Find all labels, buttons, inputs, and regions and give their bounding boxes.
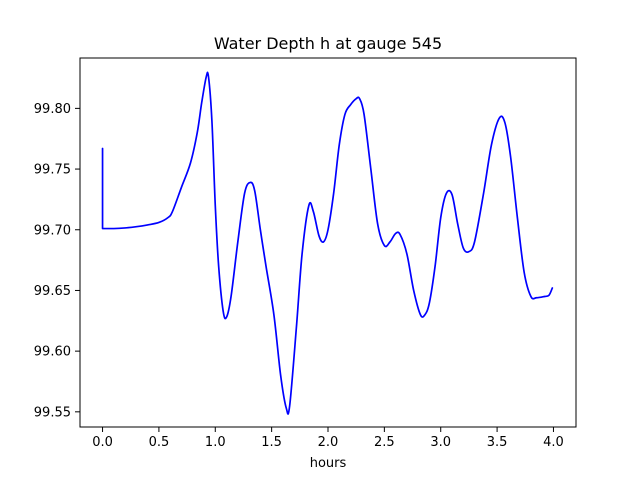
series-line [101,71,554,415]
x-tick-label: 1.0 [205,435,226,450]
x-axis-label: hours [310,456,347,471]
x-tick-label: 1.5 [261,435,282,450]
y-tick-label: 99.65 [34,284,71,299]
x-tick-label: 0.0 [92,435,113,450]
y-tick-label: 99.60 [34,345,71,360]
chart-title: Water Depth h at gauge 545 [214,34,442,53]
x-axis: 0.0 0.5 1.0 1.5 2.0 2.5 3.0 3.5 4.0 [92,427,564,450]
y-axis: 99.55 99.60 99.65 99.70 99.75 99.80 [34,102,80,420]
plot-area [79,57,577,428]
y-tick-label: 99.75 [34,163,71,178]
x-tick-label: 2.5 [374,435,395,450]
x-tick-label: 3.0 [430,435,451,450]
x-tick-label: 3.5 [487,435,508,450]
x-tick-label: 4.0 [543,435,564,450]
x-tick-label: 2.0 [318,435,339,450]
y-tick-label: 99.55 [34,405,71,420]
y-tick-label: 99.70 [34,223,71,238]
x-tick-label: 0.5 [149,435,170,450]
y-tick-label: 99.80 [34,102,71,117]
